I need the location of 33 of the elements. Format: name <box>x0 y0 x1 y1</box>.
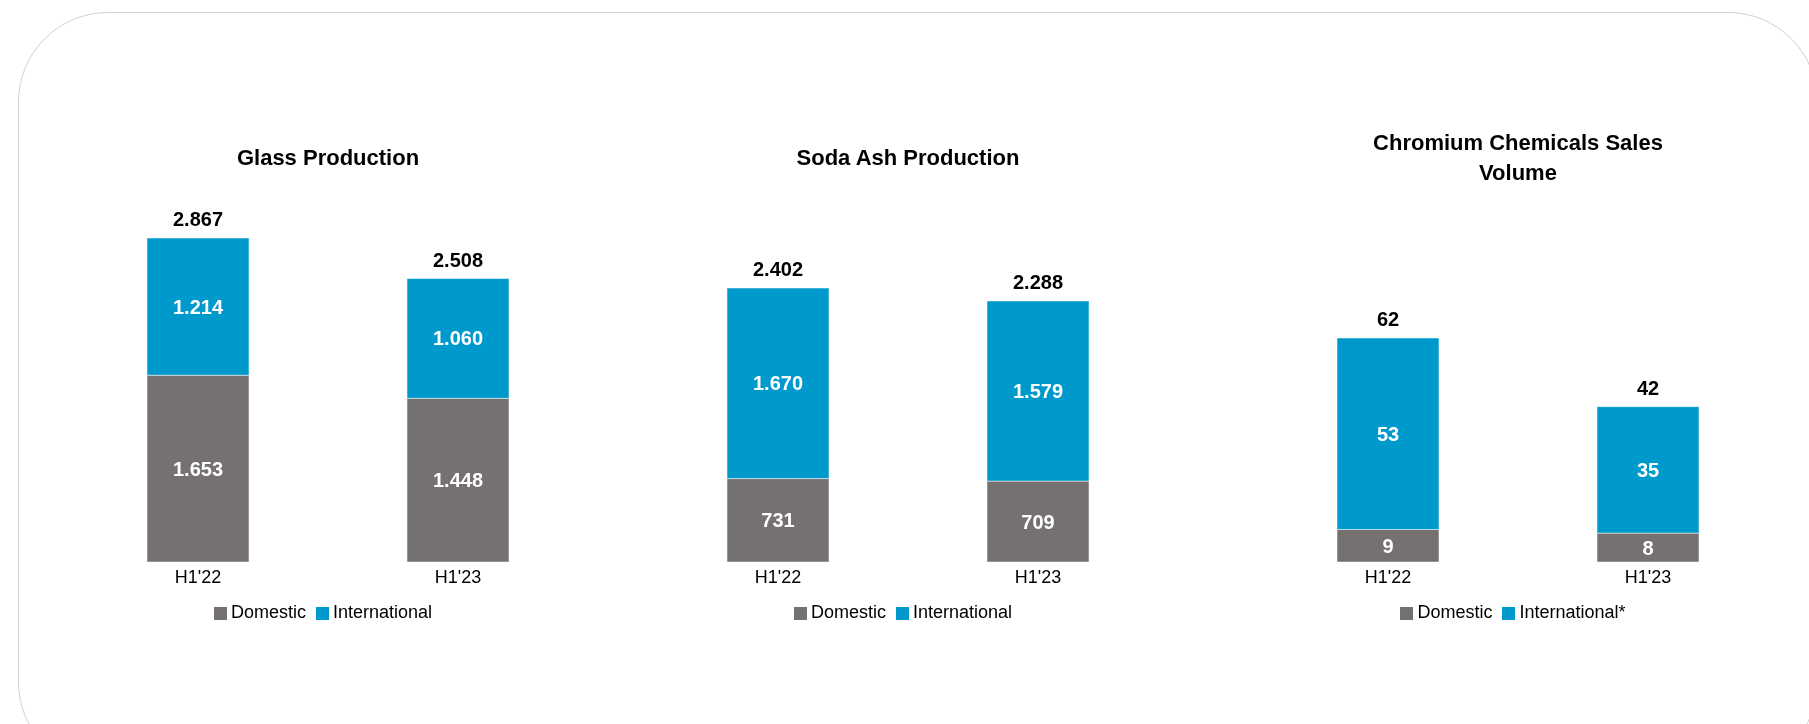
total-label: 62 <box>1376 308 1400 330</box>
data-label: 35 <box>1636 458 1660 481</box>
legend-label: International <box>912 602 1013 622</box>
x-tick-label: H1'23 <box>1624 566 1672 587</box>
x-tick-label: H1'22 <box>754 566 802 587</box>
data-label: 1.060 <box>432 327 484 350</box>
data-label: 53 <box>1376 422 1400 445</box>
legend-label: Domestic <box>810 602 886 622</box>
legend-label: International* <box>1519 602 1626 622</box>
total-label: 42 <box>1636 376 1660 399</box>
x-tick-label: H1'23 <box>1014 566 1062 587</box>
data-label: 1.670 <box>752 372 804 395</box>
data-label: 1.579 <box>1012 379 1064 402</box>
chart-title: Chromium Chemicals Sales Volume <box>1372 129 1664 187</box>
total-label: 2.867 <box>172 208 224 230</box>
legend-label: International <box>332 602 433 622</box>
total-label: 2.402 <box>752 258 804 280</box>
chart-title: Soda Ash Production <box>795 144 1021 172</box>
data-label: 8 <box>1642 536 1654 559</box>
legend-label: Domestic <box>1417 602 1493 622</box>
data-label: 709 <box>1021 510 1055 533</box>
x-tick-label: H1'22 <box>1364 566 1412 587</box>
legend-label: Domestic <box>230 602 306 622</box>
data-label: 1.214 <box>172 295 224 318</box>
data-label: 9 <box>1382 534 1394 557</box>
total-label: 2.508 <box>432 248 484 271</box>
x-tick-label: H1'22 <box>174 566 222 587</box>
chart-title: Glass Production <box>235 144 421 172</box>
data-label: 731 <box>761 509 795 532</box>
data-label: 1.448 <box>432 469 484 492</box>
data-label: 1.653 <box>172 457 224 480</box>
total-label: 2.288 <box>1012 270 1064 293</box>
x-tick-label: H1'23 <box>434 566 482 587</box>
